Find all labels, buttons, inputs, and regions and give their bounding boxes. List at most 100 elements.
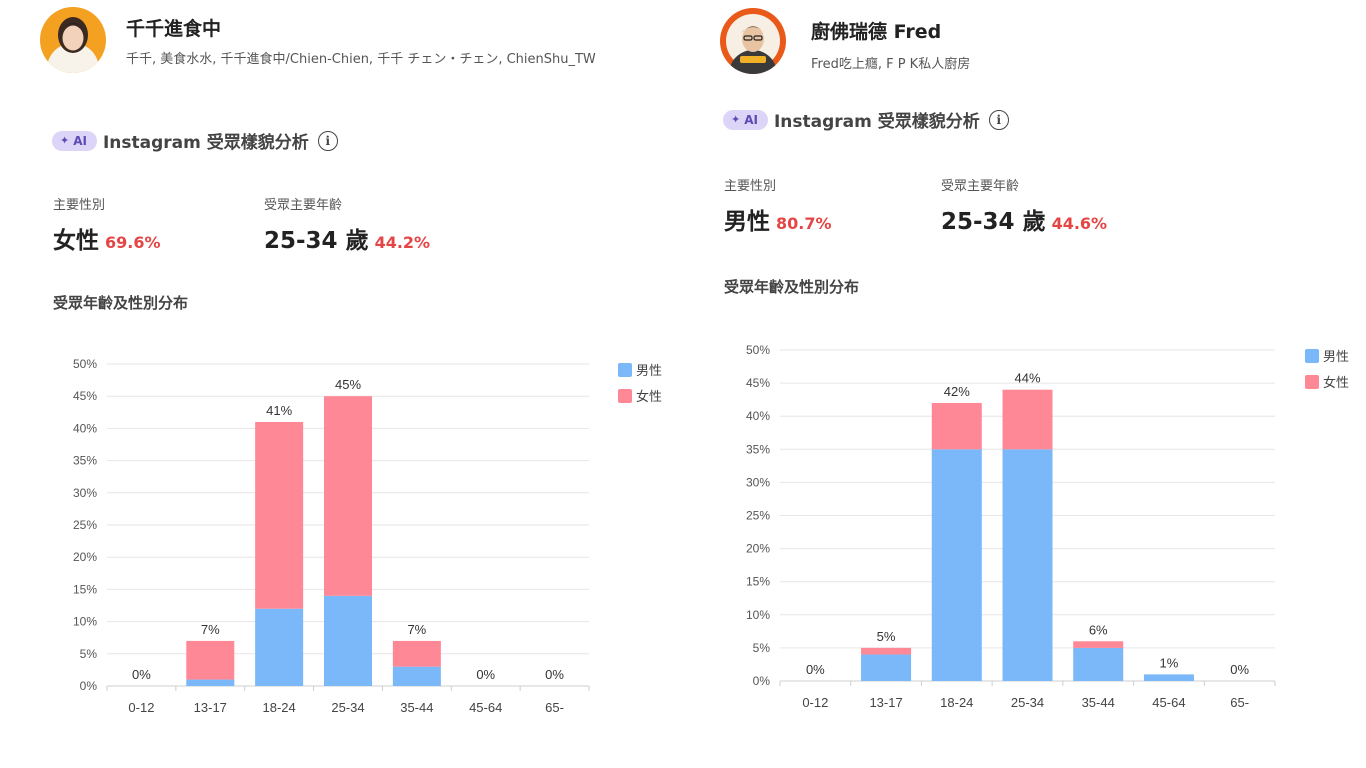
bar-segment-female[interactable] [255, 421, 304, 609]
legend-label[interactable]: 男性 [636, 363, 662, 378]
legend-swatch-male[interactable] [1305, 349, 1319, 363]
y-tick-label: 45% [73, 389, 97, 403]
bar-segment-male[interactable] [861, 654, 912, 681]
x-tick-label: 35-44 [400, 700, 433, 715]
profile-name[interactable]: 千千進食中 [126, 18, 222, 40]
avatar[interactable] [40, 7, 106, 73]
bar-segment-female[interactable] [931, 402, 982, 450]
sparkle-icon: ✦ [731, 113, 741, 126]
age-percent: 44.2% [374, 233, 431, 252]
data-label: 0% [545, 667, 564, 682]
age-value: 25-34 歲 [264, 228, 369, 254]
x-tick-label: 13-17 [194, 700, 227, 715]
data-label: 41% [266, 403, 292, 418]
bar-segment-female[interactable] [1073, 641, 1124, 648]
info-icon[interactable]: i [317, 130, 338, 151]
right-panel: 廚佛瑞德 Fred Fred吃上癮, F P K私人廚房 ✦ AI Instag… [683, 0, 1366, 768]
y-tick-label: 10% [73, 615, 97, 629]
main-age-label: 受眾主要年齡 [941, 179, 1020, 194]
x-tick-label: 65- [1230, 695, 1249, 710]
ai-badge-label: AI [744, 112, 758, 127]
y-tick-label: 25% [73, 518, 97, 532]
profile-aliases: Fred吃上癮, F P K私人廚房 [811, 57, 971, 72]
data-label: 1% [1160, 655, 1179, 670]
bar-segment-male[interactable] [324, 595, 372, 686]
age-value: 25-34 歲 [941, 209, 1046, 235]
avatar-image-icon [40, 7, 106, 73]
legend-label[interactable]: 女性 [1323, 375, 1349, 390]
gender-value: 男性 [724, 209, 770, 235]
avatar[interactable] [720, 8, 786, 74]
bar-segment-female[interactable] [392, 640, 441, 667]
bar-segment-female[interactable] [1002, 389, 1053, 450]
x-tick-label: 45-64 [469, 700, 502, 715]
ai-analysis-header: ✦ AI Instagram 受眾樣貌分析 i [723, 107, 1009, 132]
ai-analysis-title: Instagram 受眾樣貌分析 [102, 133, 309, 153]
main-gender-value: 女性 69.6% [53, 221, 161, 255]
legend-swatch-male[interactable] [618, 363, 632, 377]
x-tick-label: 0-12 [802, 695, 828, 710]
age-gender-chart: 0% 5% 10% 15% 20% 25% 30% 35% 40% 45% 50% 0% 0-12 7% 1… [73, 357, 662, 715]
data-label: 44% [1014, 371, 1040, 386]
main-age-label: 受眾主要年齡 [264, 198, 343, 213]
data-label: 0% [476, 667, 495, 682]
y-tick-label: 20% [746, 542, 770, 556]
age-percent: 44.6% [1051, 214, 1108, 233]
bar-segment-female[interactable] [324, 396, 372, 596]
ai-analysis-header: ✦ AI Instagram 受眾樣貌分析 i [52, 128, 338, 153]
bar-segment-male[interactable] [1002, 449, 1053, 681]
x-tick-label: 13-17 [869, 695, 902, 710]
x-tick-label: 65- [545, 700, 564, 715]
gender-percent: 80.7% [776, 214, 832, 233]
legend-label[interactable]: 女性 [636, 389, 662, 404]
x-tick-label: 45-64 [1152, 695, 1185, 710]
main-gender-value: 男性 80.7% [724, 202, 832, 236]
y-tick-label: 45% [746, 376, 770, 390]
distribution-title: 受眾年齡及性別分布 [724, 278, 860, 296]
left-panel: 千千進食中 千千, 美食水水, 千千進食中/Chien-Chien, 千千 チェ… [40, 7, 662, 715]
ai-analysis-title: Instagram 受眾樣貌分析 [773, 112, 980, 132]
legend-label[interactable]: 男性 [1323, 349, 1349, 364]
data-label: 7% [201, 622, 220, 637]
y-tick-label: 30% [73, 486, 97, 500]
age-gender-chart: 0% 5% 10% 15% 20% 25% 30% 35% 40% 45% 50% 0% 0-12 5% 1… [746, 343, 1349, 710]
data-label: 7% [407, 622, 426, 637]
distribution-title: 受眾年齡及性別分布 [53, 294, 189, 312]
x-tick-label: 18-24 [263, 700, 296, 715]
sparkle-icon: ✦ [60, 134, 70, 147]
data-label: 6% [1089, 622, 1108, 637]
y-tick-label: 10% [746, 608, 770, 622]
y-tick-label: 20% [73, 550, 97, 564]
bar-segment-male[interactable] [1143, 674, 1194, 681]
legend-swatch-female[interactable] [1305, 375, 1319, 389]
ai-badge: ✦ AI [52, 130, 97, 151]
bar-segment-female[interactable] [861, 647, 912, 655]
x-tick-label: 35-44 [1082, 695, 1115, 710]
y-tick-label: 0% [80, 679, 98, 693]
info-icon[interactable]: i [988, 109, 1009, 130]
bar-segment-male[interactable] [1073, 647, 1124, 681]
y-tick-label: 50% [746, 343, 770, 357]
y-tick-label: 40% [73, 421, 97, 435]
bar-segment-male[interactable] [931, 449, 982, 681]
data-label: 45% [335, 377, 361, 392]
legend-swatch-female[interactable] [618, 389, 632, 403]
bar-segment-female[interactable] [186, 640, 235, 680]
bar-segment-male[interactable] [255, 608, 304, 686]
bar-segment-male[interactable] [186, 679, 235, 686]
y-tick-label: 35% [73, 454, 97, 468]
profile-aliases: 千千, 美食水水, 千千進食中/Chien-Chien, 千千 チェン・チェン,… [126, 52, 596, 67]
gender-value: 女性 [53, 228, 99, 254]
y-tick-label: 50% [73, 357, 97, 371]
y-tick-label: 25% [746, 509, 770, 523]
y-tick-label: 5% [80, 647, 98, 661]
y-tick-label: 5% [753, 641, 771, 655]
data-label: 0% [132, 667, 151, 682]
ai-badge: ✦ AI [723, 109, 768, 130]
y-tick-label: 15% [746, 575, 770, 589]
y-tick-label: 15% [73, 582, 97, 596]
main-gender-label: 主要性別 [724, 179, 777, 194]
bar-segment-male[interactable] [392, 666, 441, 686]
profile-name[interactable]: 廚佛瑞德 Fred [811, 21, 942, 43]
main-age-value: 25-34 歲 44.2% [264, 221, 430, 255]
